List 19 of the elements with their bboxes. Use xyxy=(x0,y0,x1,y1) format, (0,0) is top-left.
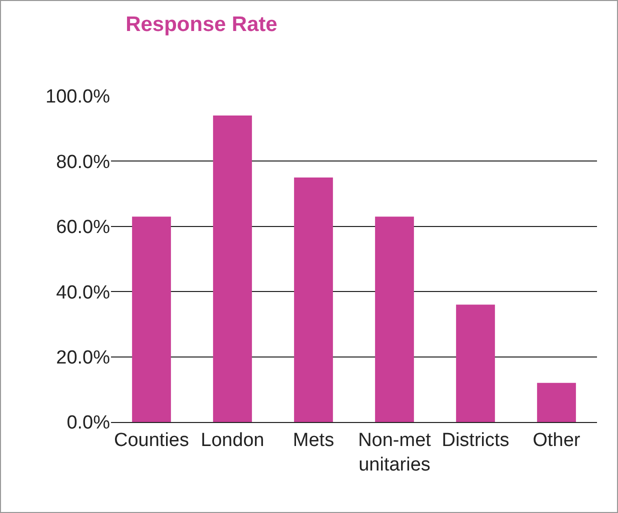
y-tick-label: 0.0% xyxy=(66,412,110,434)
x-tick-label: Mets xyxy=(292,430,334,451)
x-tick-label: London xyxy=(200,430,264,451)
x-tick-label: Non-met unitaries xyxy=(358,430,432,476)
bar xyxy=(213,116,252,422)
y-tick-label: 20.0% xyxy=(56,347,110,368)
y-tick-label: 100.0% xyxy=(46,86,110,108)
bar xyxy=(294,178,333,422)
y-tick-label: 80.0% xyxy=(56,152,110,173)
bar xyxy=(132,216,171,422)
chart-title: Response Rate xyxy=(126,13,278,36)
y-tick-label: 40.0% xyxy=(56,282,110,304)
bar xyxy=(537,382,576,422)
bar xyxy=(375,216,414,422)
bar xyxy=(456,304,495,422)
x-tick-label: Other xyxy=(532,430,581,451)
x-tick-label: Counties xyxy=(114,430,189,451)
y-tick-label: 60.0% xyxy=(56,217,110,238)
x-tick-label: Districts xyxy=(442,430,510,451)
